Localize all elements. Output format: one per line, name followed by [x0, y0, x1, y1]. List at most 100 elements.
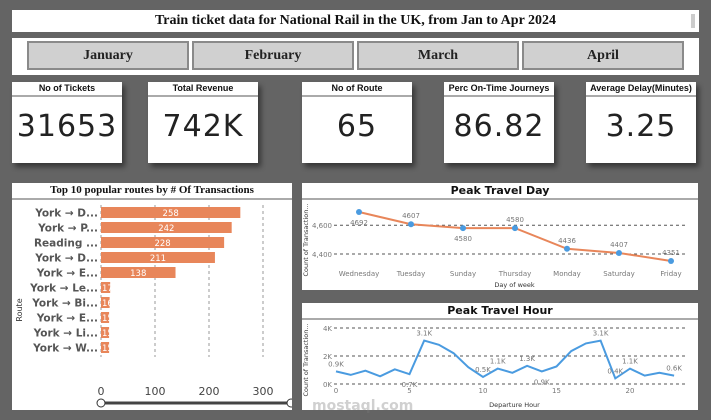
category-label: York → E... — [36, 313, 98, 325]
data-label: 3.1K — [593, 330, 609, 338]
month-slicer: January February March April — [12, 38, 699, 75]
bar — [101, 342, 110, 353]
category-label: York → D... — [34, 253, 98, 265]
x-tick-label: Wednesday — [339, 270, 380, 278]
bar — [101, 207, 241, 218]
category-label: York → W... — [32, 343, 98, 355]
data-label: 0.4K — [607, 367, 623, 375]
data-label: 15 — [102, 329, 113, 339]
bar — [101, 222, 232, 233]
chart-title: Peak Travel Day — [302, 183, 698, 200]
top-routes-panel: Top 10 popular routes by # Of Transactio… — [12, 183, 296, 420]
data-label: 0.9K — [534, 378, 550, 386]
kpi-card-revenue: Total Revenue 742K — [148, 82, 258, 163]
kpi-value: 86.82 — [453, 109, 545, 144]
y-tick-label: 4,600 — [312, 222, 332, 230]
data-label: 0.6K — [666, 365, 682, 373]
data-point — [668, 257, 674, 264]
data-point — [460, 225, 466, 232]
data-label: 4607 — [402, 212, 420, 220]
bar — [101, 252, 215, 263]
y-tick-label: 2K — [323, 353, 332, 361]
bar — [101, 282, 111, 293]
kpi-value: 3.25 — [605, 109, 677, 144]
bar — [101, 267, 176, 278]
category-label: York → E... — [36, 268, 98, 280]
kpi-card-tickets: No of Tickets 31653 — [12, 82, 122, 163]
y-tick-label: 0K — [323, 381, 332, 389]
data-label: 0.5K — [475, 366, 491, 374]
kpi-label: No of Tickets — [12, 82, 122, 97]
slider-handle — [286, 398, 296, 408]
x-tick-label: Sunday — [450, 270, 476, 278]
x-tick-label: Thursday — [498, 270, 532, 278]
kpi-label: Perc On-Time Journeys — [444, 82, 554, 97]
data-label: 258 — [163, 209, 179, 219]
data-label: 4407 — [610, 241, 628, 249]
kpi-value: 65 — [336, 109, 378, 144]
data-label: 1.3K — [519, 355, 535, 363]
x-tick-label: 10 — [479, 387, 488, 395]
month-button-january[interactable]: January — [27, 41, 189, 70]
kpi-label: Total Revenue — [148, 82, 258, 97]
category-label: York → Le... — [29, 283, 98, 295]
x-tick-label: Saturday — [603, 270, 635, 278]
x-tick-label: Tuesday — [396, 270, 425, 278]
data-label: 138 — [130, 269, 146, 279]
data-point — [616, 249, 622, 256]
data-label: 3.1K — [416, 330, 432, 338]
x-axis-label: Day of week — [494, 281, 535, 289]
data-point — [564, 245, 570, 252]
y-axis-label: Route — [15, 298, 24, 321]
dashboard-title: Train ticket data for National Rail in t… — [12, 10, 699, 32]
month-button-february[interactable]: February — [192, 41, 354, 70]
data-label: 211 — [150, 254, 166, 264]
category-label: Reading ... — [34, 238, 98, 250]
data-label: 4580 — [454, 235, 472, 243]
category-label: York → Bi... — [31, 298, 98, 310]
data-label: 1.1K — [490, 358, 506, 366]
data-label: 15 — [102, 344, 113, 354]
peak-day-chart: 4,400 4,600 4692 Wednesday 4607 Tuesday 4580 Su… — [302, 203, 687, 289]
chart-title: Peak Travel Hour — [302, 303, 698, 320]
data-label: 15 — [102, 314, 113, 324]
peak-hour-panel: Peak Travel Hour 0K 2K 4K 0.9K 0.7K 3.1K 0.5K 1… — [302, 303, 698, 410]
y-tick-label: 4,400 — [312, 251, 332, 259]
kpi-value: 31653 — [16, 109, 118, 144]
data-label: 4436 — [558, 237, 576, 245]
top-routes-chart: 0 100 200 300 York → D... 258 York → P... 242 Re… — [15, 205, 296, 420]
scrollbar[interactable] — [691, 14, 695, 28]
data-point — [512, 225, 518, 232]
x-tick-label: 5 — [407, 387, 411, 395]
data-point — [408, 221, 414, 228]
x-tick-label: 300 — [253, 385, 274, 398]
data-label: 16 — [102, 299, 113, 309]
kpi-card-delay: Average Delay(Minutes) 3.25 — [586, 82, 696, 163]
bar — [101, 237, 225, 248]
x-tick-label: 100 — [145, 385, 166, 398]
data-label: 242 — [158, 224, 174, 234]
kpi-label: No of Route — [302, 82, 412, 97]
data-label: 0.9K — [328, 360, 344, 368]
category-label: York → D... — [34, 208, 98, 220]
bar — [101, 297, 110, 308]
y-axis-label: Count of Transaction... — [302, 203, 310, 276]
month-button-march[interactable]: March — [357, 41, 519, 70]
x-tick-label: Friday — [660, 270, 681, 278]
x-tick-label: 15 — [552, 387, 561, 395]
kpi-card-routes: No of Route 65 — [302, 82, 412, 163]
data-label: 4351 — [662, 249, 680, 257]
category-label: York → P... — [37, 223, 98, 235]
x-axis-label: Departure Hour — [489, 401, 540, 409]
x-tick-label: 20 — [626, 387, 635, 395]
chart-title: Top 10 popular routes by # Of Transactio… — [12, 183, 292, 200]
series-line — [335, 339, 675, 380]
category-label: York → Li... — [33, 328, 98, 340]
month-button-april[interactable]: April — [522, 41, 684, 70]
x-tick-label: 0 — [334, 387, 338, 395]
peak-day-panel: Peak Travel Day 4,400 4,600 4692 Wednesday 4… — [302, 183, 698, 290]
data-label: 228 — [154, 239, 170, 249]
x-tick-label: 0 — [98, 385, 105, 398]
x-tick-label: Monday — [553, 270, 581, 278]
